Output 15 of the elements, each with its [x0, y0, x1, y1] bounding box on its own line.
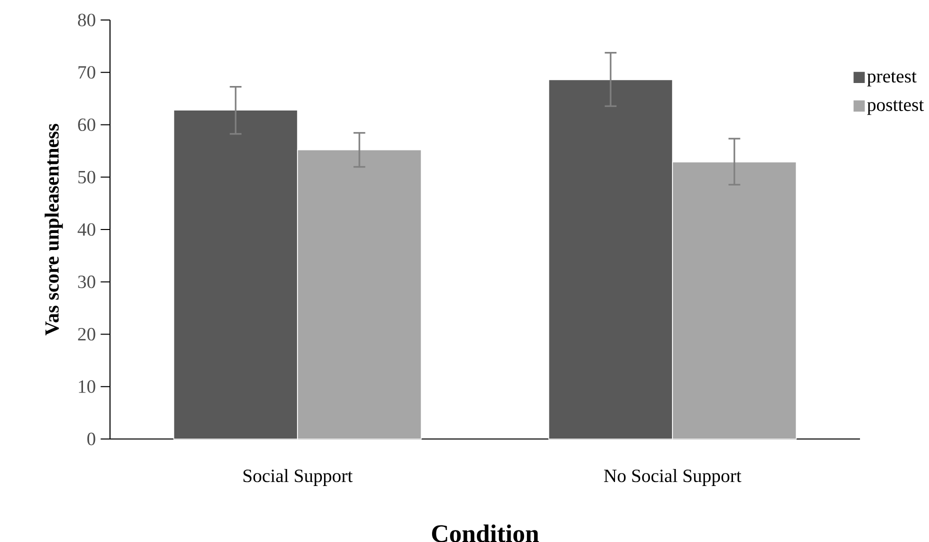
y-tick-label: 40 — [78, 223, 96, 236]
y-tick-label: 80 — [78, 14, 96, 26]
x-tick-label: Social Support — [244, 469, 353, 486]
y-tick-label: 50 — [78, 170, 96, 184]
y-tick-label: 60 — [78, 118, 96, 132]
y-tick-label: 10 — [78, 380, 96, 393]
y-tick-label: 20 — [78, 328, 96, 341]
y-axis-title: Vas score unpleasentness — [44, 124, 63, 336]
y-tick-label: 30 — [78, 276, 96, 288]
y-tick-label: 0 — [87, 432, 96, 446]
x-axis-title: Condition — [432, 524, 539, 542]
x-tick-label: No Social Support — [604, 469, 742, 486]
legend-label: posttest — [867, 100, 924, 115]
y-tick-label: 70 — [78, 66, 96, 79]
legend-label: pretest — [867, 72, 917, 86]
